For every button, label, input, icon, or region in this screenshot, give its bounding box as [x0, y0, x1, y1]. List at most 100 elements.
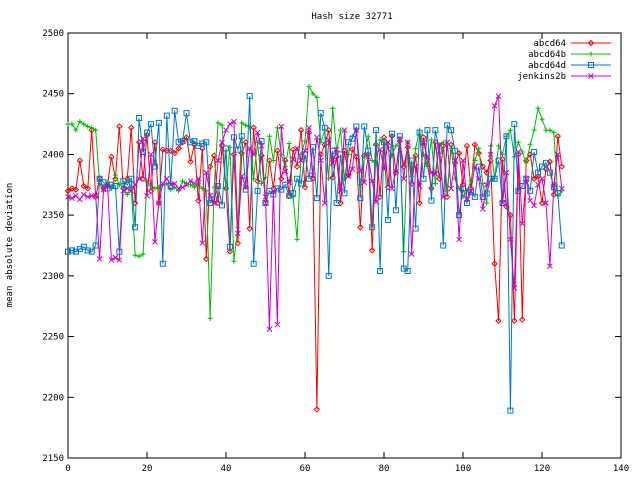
data-point	[65, 194, 71, 200]
data-point	[499, 200, 506, 206]
data-point	[420, 139, 427, 146]
data-point	[266, 157, 273, 164]
legend-marker	[588, 51, 594, 57]
data-point	[416, 183, 423, 189]
data-point	[294, 145, 300, 152]
data-point	[488, 143, 494, 149]
data-point	[297, 126, 305, 134]
data-point	[495, 317, 502, 324]
data-point	[531, 127, 537, 133]
data-point	[120, 178, 127, 185]
data-point	[278, 151, 284, 157]
data-point	[412, 163, 419, 170]
data-point	[314, 94, 320, 100]
data-point	[219, 122, 225, 128]
data-point	[341, 127, 348, 133]
data-point	[242, 186, 249, 193]
y-tick-label: 2350	[42, 211, 64, 221]
data-point	[68, 247, 75, 254]
data-point	[389, 185, 395, 192]
data-point	[432, 181, 438, 187]
data-point	[535, 105, 541, 111]
data-point	[132, 224, 139, 231]
data-point	[132, 181, 139, 188]
data-point	[171, 107, 178, 114]
data-point	[96, 175, 103, 182]
data-point	[436, 147, 443, 154]
data-point	[361, 179, 368, 186]
data-point	[550, 184, 557, 191]
data-point	[550, 181, 557, 188]
data-point	[317, 110, 324, 117]
data-point	[476, 145, 482, 151]
data-point	[187, 139, 194, 146]
data-point	[384, 217, 391, 223]
plot-border	[67, 32, 622, 459]
data-point	[80, 243, 87, 250]
data-point	[100, 186, 107, 193]
data-point	[266, 326, 273, 333]
series-layer	[64, 83, 565, 414]
data-point	[246, 225, 253, 232]
data-point	[459, 181, 467, 188]
data-point	[64, 187, 72, 195]
data-point	[152, 185, 158, 191]
data-point	[128, 175, 135, 182]
data-point	[215, 157, 221, 164]
data-point	[270, 188, 277, 194]
data-point	[140, 251, 146, 257]
x-tick-label: 140	[613, 464, 629, 474]
data-point	[487, 151, 494, 158]
data-point	[298, 157, 304, 164]
data-point	[286, 192, 293, 199]
data-point	[144, 192, 150, 199]
data-point	[321, 124, 328, 131]
data-point	[69, 195, 75, 201]
legend-marker	[588, 62, 594, 68]
data-point	[337, 188, 344, 194]
data-point	[289, 146, 297, 153]
data-point	[298, 180, 305, 187]
data-point	[448, 127, 455, 134]
data-point	[140, 135, 146, 142]
series-line-abcd64b	[68, 84, 563, 319]
data-point	[368, 247, 376, 254]
data-point	[392, 207, 399, 214]
data-point	[420, 175, 427, 182]
data-point	[207, 200, 214, 206]
data-point	[333, 200, 340, 206]
data-point	[475, 175, 482, 182]
data-point	[179, 138, 186, 145]
data-point	[321, 141, 328, 148]
data-point	[392, 168, 399, 175]
data-point	[416, 129, 423, 136]
data-point	[373, 198, 379, 205]
data-point	[206, 163, 214, 170]
data-point	[428, 137, 434, 143]
data-point	[155, 200, 162, 206]
data-point	[250, 260, 257, 267]
data-point	[207, 315, 213, 321]
data-point	[515, 149, 522, 155]
data-point	[76, 157, 84, 164]
data-point	[290, 156, 297, 163]
data-point	[408, 157, 415, 164]
x-tick-label: 20	[142, 464, 153, 474]
data-point	[530, 175, 538, 182]
data-point	[400, 175, 407, 182]
data-point	[180, 178, 186, 184]
data-point	[278, 175, 285, 182]
data-point	[305, 175, 312, 182]
data-point	[176, 188, 182, 194]
data-point	[254, 177, 261, 185]
data-point	[81, 121, 87, 127]
data-point	[345, 173, 352, 180]
data-point	[381, 166, 387, 172]
data-point	[538, 199, 546, 207]
data-point	[282, 168, 289, 175]
data-point	[412, 152, 419, 159]
data-point	[554, 151, 561, 158]
data-point	[242, 184, 249, 191]
data-point	[223, 127, 229, 133]
data-point	[523, 175, 530, 182]
